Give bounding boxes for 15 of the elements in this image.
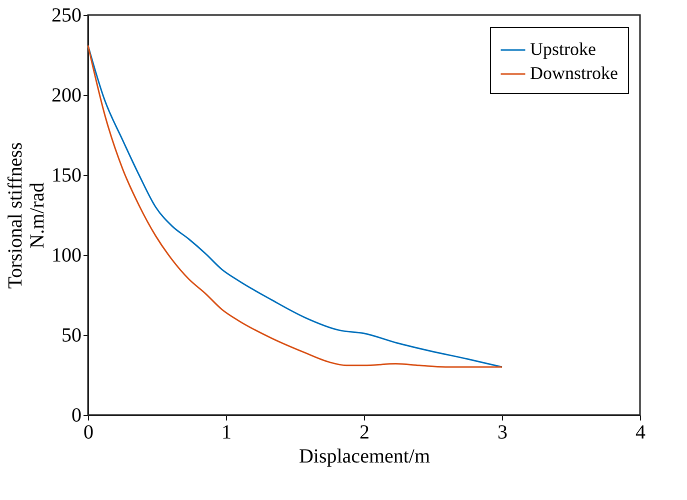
- y-axis-title: Torsional stiffness N.m/rad: [4, 142, 48, 289]
- y-tick-label: 150: [52, 164, 82, 186]
- legend-label: Upstroke: [530, 39, 596, 59]
- x-tick-label: 1: [222, 422, 232, 444]
- y-tick-label: 50: [62, 324, 82, 346]
- x-tick-label: 2: [360, 422, 370, 444]
- y-tick-label: 0: [72, 404, 82, 426]
- y-tick-label: 100: [52, 244, 82, 266]
- line-series: [87, 44, 503, 368]
- x-axis-title: Displacement/m: [298, 446, 430, 468]
- legend-label: Downstroke: [530, 63, 618, 83]
- x-tick-label: 4: [636, 422, 646, 444]
- y-tick-label: 250: [52, 4, 82, 26]
- x-tick-label: 3: [498, 422, 508, 444]
- y-tick-label: 200: [52, 84, 82, 106]
